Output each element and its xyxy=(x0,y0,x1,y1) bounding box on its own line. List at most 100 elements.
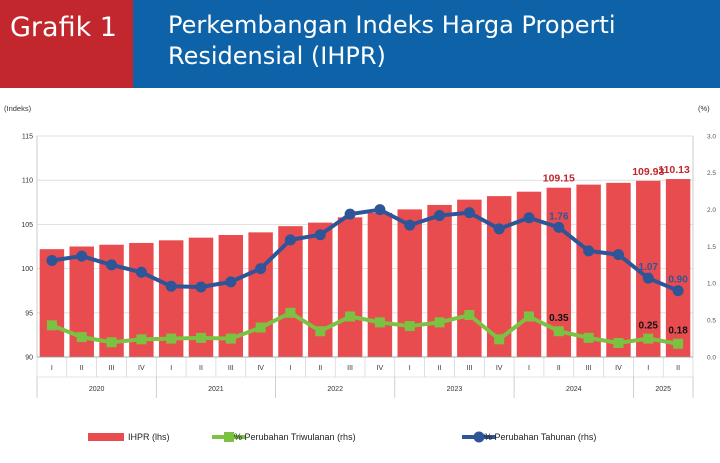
bar xyxy=(397,209,422,357)
qtq-data-label: 0.25 xyxy=(639,321,659,332)
yoy-marker xyxy=(672,285,684,297)
qtq-marker xyxy=(494,334,505,345)
bar xyxy=(457,199,482,357)
bar xyxy=(248,232,273,357)
bar xyxy=(427,204,452,357)
quarter-label: IV xyxy=(138,365,145,372)
qtq-marker xyxy=(434,317,445,328)
quarter-label: IV xyxy=(615,365,622,372)
bar-data-label: 110.13 xyxy=(658,164,690,176)
yoy-marker xyxy=(195,281,207,293)
quarter-label: III xyxy=(347,365,353,372)
series-line xyxy=(51,207,679,293)
year-label: 2025 xyxy=(655,386,671,393)
yoy-marker xyxy=(612,249,624,261)
right-tick-label: 0.0 xyxy=(707,354,716,361)
quarter-label: IV xyxy=(257,365,264,372)
quarter-label: II xyxy=(80,365,84,372)
yoy-marker xyxy=(255,263,267,275)
legend-marker-qtq xyxy=(224,432,234,442)
bar xyxy=(665,179,691,357)
yoy-marker xyxy=(553,221,565,233)
bar-data-label: 109.15 xyxy=(543,173,575,185)
bar xyxy=(308,222,333,357)
yoy-marker xyxy=(314,229,326,241)
qtq-marker xyxy=(583,332,594,343)
yoy-marker xyxy=(106,259,118,271)
qtq-marker xyxy=(643,333,654,344)
right-tick-label: 0.5 xyxy=(707,317,716,324)
yoy-marker xyxy=(463,207,475,219)
quarter-label: II xyxy=(676,365,680,372)
quarter-label: II xyxy=(557,365,561,372)
yoy-marker xyxy=(284,234,296,246)
quarter-label: III xyxy=(466,365,472,372)
bar xyxy=(39,249,65,357)
yoy-marker xyxy=(583,245,595,257)
right-axis: 0.0 0.5 1.0 1.5 2.0 2.5 3.0 xyxy=(707,133,716,361)
quarter-label: I xyxy=(51,365,53,372)
yoy-marker xyxy=(642,272,654,284)
year-label: 2023 xyxy=(447,386,463,393)
right-axis-label: (%) xyxy=(698,104,710,113)
yoy-marker xyxy=(344,208,356,220)
bar xyxy=(636,180,661,357)
x-axis: I II III IV I II III IV I II III IV I II III IV I II III IV… xyxy=(36,356,694,398)
yoy-marker xyxy=(135,266,147,278)
bar xyxy=(337,217,363,357)
yoy-marker xyxy=(434,210,446,222)
quarter-label: II xyxy=(438,365,442,372)
qtq-marker xyxy=(255,322,266,333)
quarter-label: I xyxy=(528,365,530,372)
bar xyxy=(367,212,393,357)
qtq-data-label: 0.18 xyxy=(668,326,688,337)
yoy-data-label: 0.90 xyxy=(668,275,688,286)
legend-label-yoy: % Perubahan Tahunan (rhs) xyxy=(484,432,596,442)
yoy-marker xyxy=(374,204,386,216)
year-label: 2024 xyxy=(566,386,582,393)
chart-title: Perkembangan Indeks Harga Properti Resid… xyxy=(168,11,616,70)
qtq-marker xyxy=(553,326,564,337)
left-tick-label: 95 xyxy=(25,310,33,317)
qtq-marker xyxy=(196,332,206,343)
quarter-label: I xyxy=(289,365,291,372)
bar xyxy=(606,182,631,357)
qtq-marker xyxy=(464,310,475,321)
yoy-marker xyxy=(493,223,505,235)
quarter-label: I xyxy=(647,365,649,372)
quarter-label: I xyxy=(409,365,411,372)
right-tick-label: 1.0 xyxy=(707,281,716,288)
ihpr-bars xyxy=(39,179,691,357)
quarter-label: II xyxy=(318,365,322,372)
qtq-marker xyxy=(136,334,147,345)
quarter-label: III xyxy=(109,365,115,372)
quarter-label: I xyxy=(170,365,172,372)
right-tick-label: 2.5 xyxy=(707,170,716,177)
qtq-marker xyxy=(345,311,356,322)
quarter-label: IV xyxy=(377,365,384,372)
right-tick-label: 1.5 xyxy=(707,244,716,251)
legend-label-ihpr: IHPR (lhs) xyxy=(128,432,170,442)
figure-tag: Grafik 1 xyxy=(0,0,133,88)
legend-swatch-ihpr xyxy=(88,433,124,441)
year-label: 2020 xyxy=(89,386,105,393)
qtq-marker xyxy=(673,338,684,349)
qtq-marker xyxy=(285,307,296,318)
yoy-marker xyxy=(404,219,416,231)
qtq-marker xyxy=(613,338,624,349)
qtq-data-label: 0.35 xyxy=(549,313,569,324)
bar xyxy=(576,184,601,357)
yoy-data-label: 1.76 xyxy=(549,211,569,222)
legend: IHPR (lhs) % Perubahan Triwulanan (rhs) % … xyxy=(88,431,596,443)
qtq-marker xyxy=(524,311,534,322)
legend-marker-yoy xyxy=(473,431,485,443)
qtq-marker xyxy=(315,326,326,337)
left-tick-label: 110 xyxy=(22,178,33,185)
right-tick-label: 3.0 xyxy=(707,133,716,140)
yoy-marker xyxy=(165,280,177,292)
qtq-marker xyxy=(404,321,415,332)
qtq-marker xyxy=(106,337,117,348)
quarter-label: III xyxy=(228,365,234,372)
left-axis-label: (Indeks) xyxy=(4,104,32,113)
